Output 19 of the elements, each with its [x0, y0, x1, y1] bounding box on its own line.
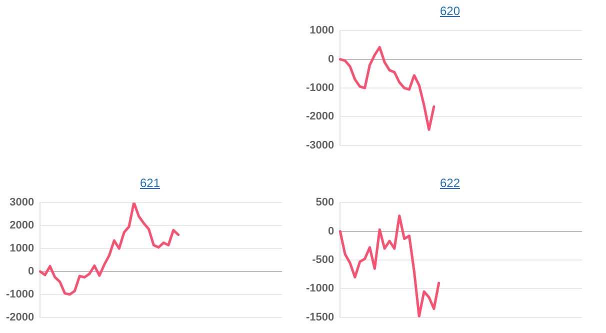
- y-tick-label: -3000: [306, 139, 334, 152]
- y-tick-label: -1000: [6, 288, 34, 300]
- chart-title: 621: [138, 176, 162, 190]
- y-tick-label: 0: [328, 53, 334, 66]
- y-tick-label: -1500: [306, 311, 334, 324]
- y-tick-label: -2000: [6, 311, 34, 324]
- chart-title: 620: [438, 4, 462, 18]
- y-tick-label: -2000: [306, 110, 334, 123]
- y-tick-label: 1000: [10, 242, 34, 255]
- y-tick-label: -500: [312, 254, 334, 266]
- chart-title: 622: [438, 176, 462, 190]
- y-tick-label: 0: [28, 266, 34, 278]
- y-tick-label: 3000: [10, 196, 34, 209]
- y-tick-label: -1000: [306, 82, 334, 94]
- y-tick-label: 1000: [310, 24, 334, 37]
- y-tick-label: 0: [328, 225, 334, 238]
- y-tick-label: 2000: [10, 220, 34, 232]
- y-tick-label: 500: [316, 196, 334, 209]
- y-tick-label: -1000: [306, 282, 334, 295]
